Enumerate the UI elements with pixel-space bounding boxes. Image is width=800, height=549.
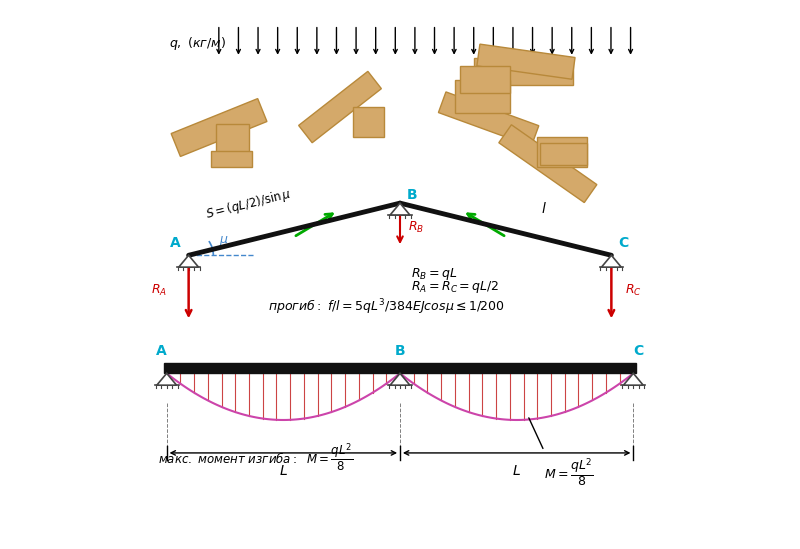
Polygon shape	[602, 255, 622, 267]
Text: A: A	[156, 344, 166, 358]
Text: $l$: $l$	[542, 201, 547, 216]
Polygon shape	[499, 125, 597, 203]
Text: B: B	[406, 188, 418, 201]
Text: B: B	[394, 344, 406, 358]
Polygon shape	[540, 143, 586, 165]
Polygon shape	[157, 373, 177, 385]
Text: $R_B$: $R_B$	[408, 220, 424, 234]
Polygon shape	[474, 58, 573, 85]
Text: $S = (qL/2)/\sin\mu$: $S = (qL/2)/\sin\mu$	[204, 186, 293, 223]
Polygon shape	[178, 255, 198, 267]
Bar	[164, 363, 636, 373]
Polygon shape	[216, 124, 249, 154]
Text: C: C	[618, 236, 629, 250]
Polygon shape	[354, 107, 383, 137]
Polygon shape	[390, 373, 410, 385]
Polygon shape	[171, 99, 267, 156]
Polygon shape	[438, 92, 539, 147]
Text: $L$: $L$	[512, 464, 521, 478]
Polygon shape	[538, 137, 586, 167]
Text: $R_A$: $R_A$	[150, 283, 166, 298]
Text: C: C	[634, 344, 644, 358]
Text: A: A	[170, 236, 180, 250]
Text: $L$: $L$	[279, 464, 288, 478]
Text: $прогиб:\ f/l = 5qL^3/384EJcos\mu \leq 1/200$: $прогиб:\ f/l = 5qL^3/384EJcos\mu \leq 1…	[268, 298, 506, 317]
Text: $M = \dfrac{qL^2}{8}$: $M = \dfrac{qL^2}{8}$	[544, 457, 594, 489]
Polygon shape	[455, 80, 510, 113]
Polygon shape	[477, 44, 575, 79]
Text: $R_B= qL$: $R_B= qL$	[411, 266, 458, 282]
Text: $R_A=R_C = qL/2$: $R_A=R_C = qL/2$	[411, 279, 499, 295]
Text: $макс.\ момент\ изгиба:\ \ M = \dfrac{qL^2}{8}$: $макс.\ момент\ изгиба:\ \ M = \dfrac{qL…	[158, 442, 354, 474]
Polygon shape	[390, 203, 410, 215]
Polygon shape	[210, 151, 252, 167]
Text: $R_C$: $R_C$	[625, 283, 642, 298]
Polygon shape	[460, 66, 510, 93]
Text: $q,\ (кг/м)$: $q,\ (кг/м)$	[170, 36, 226, 52]
Polygon shape	[298, 71, 382, 143]
Text: μ: μ	[219, 233, 227, 246]
Polygon shape	[623, 373, 643, 385]
